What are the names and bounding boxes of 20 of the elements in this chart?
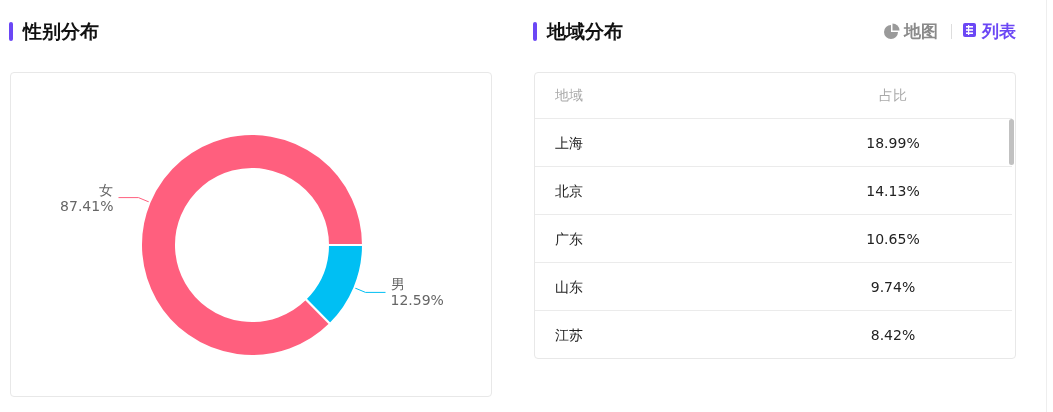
category-label: 北京 <box>555 182 583 201</box>
slice-label: 男 <box>390 276 405 293</box>
chart-title: 性别分布 <box>23 19 99 43</box>
data-label: 12.59% <box>390 292 444 309</box>
text: 地图 <box>904 20 938 43</box>
category-label: 江苏 <box>555 326 583 345</box>
text: 地域分布 <box>547 19 623 43</box>
category-label: 广东 <box>555 230 583 249</box>
data-label: 18.99% <box>865 134 921 153</box>
data-label: 14.13% <box>865 182 921 201</box>
data-label: 10.65% <box>865 230 921 249</box>
data-label: 9.74% <box>869 278 917 297</box>
text: 地域 <box>555 87 583 103</box>
data-label: 87.41% <box>60 197 114 214</box>
text: 列表 <box>982 20 1016 43</box>
data-label: 8.42% <box>869 326 917 345</box>
category-label: 上海 <box>555 134 583 153</box>
category-label: 山东 <box>555 278 583 297</box>
slice-label: 女 <box>99 181 114 198</box>
text: 占比 <box>879 87 907 103</box>
